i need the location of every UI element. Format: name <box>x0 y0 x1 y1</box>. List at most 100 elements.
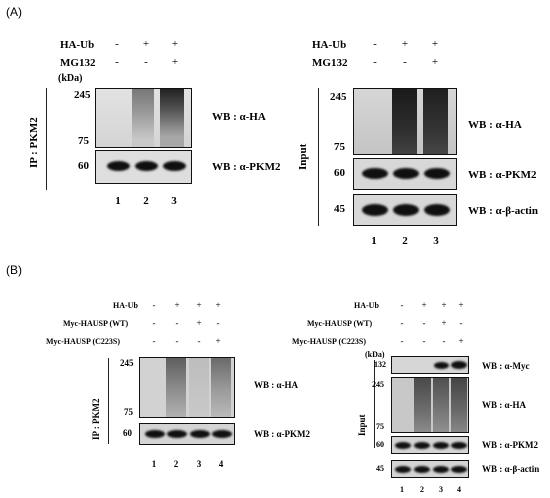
b-ip-mw-75: 75 <box>124 407 133 417</box>
b-in-bracket <box>374 360 375 448</box>
b-ip-wt-mark: + <box>196 318 202 328</box>
b-ip-pkm2-band <box>190 430 210 438</box>
a-ip-mg132-mark: - <box>144 56 148 68</box>
b-ip-pkm2-blot <box>139 423 235 445</box>
b-in-actin-band <box>395 466 411 473</box>
b-in-mw-245: 245 <box>372 380 384 389</box>
b-ip-c223s-mark: - <box>197 336 201 346</box>
a-ip-lane-number: 1 <box>115 195 121 207</box>
b-ip-c223s-mark: + <box>215 336 221 346</box>
a-in-ha-blot <box>353 88 457 155</box>
b-ip-wb-pkm2-label: WB : α-PKM2 <box>254 429 311 439</box>
b-ip-ha-blot <box>139 357 235 418</box>
b-in-wb-myc-label: WB : α-Myc <box>482 361 530 371</box>
b-in-actin-band <box>451 466 467 473</box>
a-ip-lane-number: 2 <box>143 195 149 207</box>
b-in-haub-mark: + <box>441 300 447 310</box>
a-in-mw-60: 60 <box>334 167 345 179</box>
b-in-wt-mark: - <box>400 318 404 328</box>
a-ip-kda-unit: (kDa) <box>58 73 83 84</box>
b-in-wb-pkm2-label: WB : α-PKM2 <box>482 440 539 450</box>
b-in-c223s-label: Myc-HAUSP (C223S) <box>292 337 366 346</box>
a-ip-mg132-mark: + <box>171 56 179 68</box>
panel-b-label: (B) <box>6 263 22 277</box>
b-in-lane-number: 4 <box>457 485 461 494</box>
a-ip-pkm2-band <box>163 161 186 171</box>
b-in-ha-smear-lane2 <box>414 378 431 432</box>
a-in-actin-band <box>362 204 388 216</box>
b-in-ha-smear-lane4 <box>451 378 467 432</box>
b-in-c223s-mark: - <box>422 336 426 346</box>
b-in-ha-blot <box>391 377 469 433</box>
b-ip-ha-smear-lane4 <box>211 358 231 417</box>
b-in-lane-number: 1 <box>400 485 404 494</box>
b-in-wb-ha-label: WB : α-HA <box>482 400 527 410</box>
b-in-mw-75: 75 <box>376 422 384 431</box>
b-ip-mw-60: 60 <box>123 428 132 438</box>
a-in-haub-mark: + <box>431 38 439 50</box>
b-in-c223s-mark: - <box>442 336 446 346</box>
b-in-side-label: Input <box>357 414 367 436</box>
a-in-mg132-mark: - <box>373 56 377 68</box>
a-in-side-label: Input <box>297 143 309 170</box>
a-in-haub-mark: + <box>401 38 409 50</box>
b-in-kda-unit: (kDa) <box>365 350 385 359</box>
panel-a-label: (A) <box>6 5 22 19</box>
a-in-mw-45: 45 <box>334 203 345 215</box>
b-in-wt-mark: - <box>459 318 463 328</box>
b-in-lane-number: 3 <box>439 485 443 494</box>
a-ip-ha-smear-lane2 <box>132 89 154 147</box>
a-ip-mg132-label: MG132 <box>60 57 96 69</box>
a-in-mg132-label: MG132 <box>312 57 348 69</box>
a-in-haub-mark: - <box>373 38 377 50</box>
b-in-pkm2-blot <box>391 436 469 454</box>
a-in-bracket <box>318 88 319 226</box>
a-in-pkm2-blot <box>353 158 457 190</box>
a-ip-haub-mark: - <box>115 38 119 50</box>
b-ip-wt-mark: - <box>175 318 179 328</box>
b-in-wt-mark: + <box>441 318 447 328</box>
b-ip-mw-245: 245 <box>120 358 134 368</box>
a-ip-lane-number: 3 <box>171 195 177 207</box>
b-ip-lane-number: 4 <box>218 459 224 469</box>
b-in-wb-actin-label: WB : α-β-actin <box>482 464 540 474</box>
a-ip-mw-245: 245 <box>74 89 91 101</box>
a-ip-haub-mark: + <box>142 38 150 50</box>
a-in-wb-ha-label: WB : α-HA <box>468 119 522 131</box>
a-ip-haub-label: HA-Ub <box>60 39 95 51</box>
a-in-lane-number: 1 <box>371 235 377 247</box>
b-in-pkm2-band <box>451 442 467 449</box>
a-ip-pkm2-blot <box>95 150 192 184</box>
a-ip-haub-mark: + <box>171 38 179 50</box>
a-in-wb-pkm2-label: WB : α-PKM2 <box>468 169 537 181</box>
a-ip-wb-pkm2-label: WB : α-PKM2 <box>212 161 281 173</box>
b-ip-haub-mark: + <box>196 300 202 310</box>
b-in-pkm2-band <box>433 442 449 449</box>
a-ip-pkm2-band <box>107 161 130 171</box>
b-ip-wb-ha-label: WB : α-HA <box>254 380 299 390</box>
b-ip-haub-label: HA-Ub <box>113 301 138 310</box>
a-in-ha-smear-lane2 <box>392 89 417 154</box>
a-ip-ha-smear-lane3 <box>160 89 184 147</box>
a-ip-mw-75: 75 <box>78 135 89 147</box>
b-ip-pkm2-band <box>212 430 232 438</box>
b-in-lane-number: 2 <box>420 485 424 494</box>
a-in-actin-blot <box>353 194 457 226</box>
b-in-ha-smear-lane3 <box>433 378 449 432</box>
b-ip-haub-mark: - <box>152 300 156 310</box>
b-in-wt-mark: - <box>422 318 426 328</box>
b-ip-ha-smear-lane2 <box>166 358 186 417</box>
b-ip-wt-label: Myc-HAUSP (WT) <box>63 319 129 328</box>
b-in-haub-mark: - <box>400 300 404 310</box>
b-ip-haub-mark: + <box>215 300 221 310</box>
b-ip-wt-mark: - <box>216 318 220 328</box>
b-in-mw-60: 60 <box>376 440 384 449</box>
b-ip-lane-number: 2 <box>173 459 179 469</box>
b-in-wt-label: Myc-HAUSP (WT) <box>307 319 373 328</box>
b-in-myc-band <box>451 361 467 369</box>
b-ip-pkm2-band <box>145 430 165 438</box>
a-in-pkm2-band <box>362 168 388 179</box>
b-ip-c223s-mark: - <box>175 336 179 346</box>
a-ip-mg132-mark: - <box>115 56 119 68</box>
